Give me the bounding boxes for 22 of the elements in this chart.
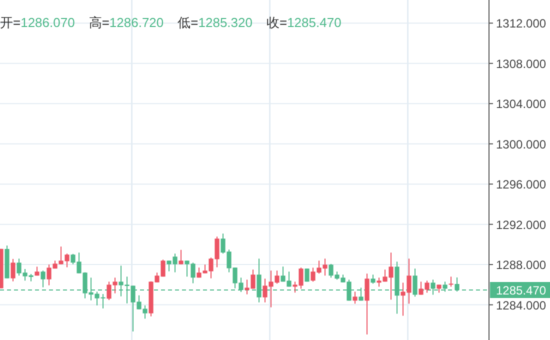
candlestick [370,274,376,284]
y-tick-label: 1304.000 [496,97,546,112]
annotation: 高=1286.720 [88,15,164,30]
candlestick [10,258,16,282]
annotation: 开=1286.070 [0,15,75,30]
candlestick [352,291,358,304]
y-tick-label: 1292.000 [496,218,546,232]
candlestick [178,249,184,265]
candlestick [40,270,46,288]
y-tick-label: 1296.000 [496,178,546,192]
y-tick-label: 1284.000 [496,298,546,312]
y-tick-label: 1300.000 [496,137,546,152]
annotation: 收=1285.470 [266,15,342,30]
candlestick [364,273,370,335]
y-tick-label: 1308.000 [496,56,546,71]
candlestick [412,268,418,298]
candlestick [448,276,454,288]
y-tick-label: 1312.000 [496,16,546,31]
candlestick [304,268,310,282]
annotation: 低=1285.320 [178,15,252,30]
y-tick-label: 1288.000 [496,258,546,272]
ref-line-label: 1285.470 [496,284,546,298]
